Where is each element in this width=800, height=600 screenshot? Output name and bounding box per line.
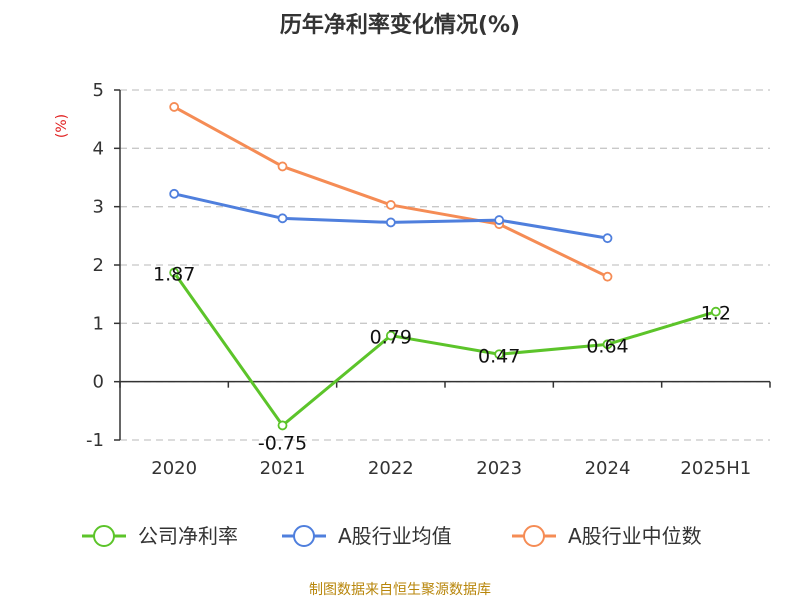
data-label-2023: 0.47 [478, 345, 520, 367]
data-point-s2-2021[interactable] [277, 161, 288, 172]
legend-marker-icon [93, 525, 115, 547]
series-layer [169, 102, 721, 431]
chart-title: 历年净利率变化情况(%) [280, 12, 520, 38]
data-point-s1-2023[interactable] [494, 215, 505, 225]
legend[interactable]: 公司净利率 A股行业均值 A股行业中位数 [82, 524, 702, 548]
data-point-s1-2020[interactable] [169, 188, 180, 199]
legend-item-2[interactable]: A股行业中位数 [512, 524, 702, 548]
data-point-s0-2021[interactable] [277, 420, 288, 431]
legend-marker-icon [293, 525, 315, 547]
legend-label: A股行业中位数 [568, 524, 702, 548]
legend-item-0[interactable]: 公司净利率 [82, 524, 238, 548]
data-point-s0-2025H1[interactable] [710, 306, 721, 317]
y-tick-label: 3 [93, 197, 104, 218]
data-point-s2-2020[interactable] [169, 102, 180, 112]
data-point-s2-2024[interactable] [602, 271, 613, 282]
y-tick-label: -1 [86, 430, 104, 451]
legend-label: 公司净利率 [138, 524, 238, 548]
x-tick-label-2025H1: 2025H1 [680, 458, 751, 479]
legend-label: A股行业均值 [338, 524, 452, 548]
x-tick-label-2022: 2022 [368, 458, 414, 479]
data-point-s1-2024[interactable] [602, 233, 613, 244]
data-point-s1-2022[interactable] [385, 217, 396, 228]
data-point-s0-2024[interactable] [602, 339, 613, 350]
x-tick-label-2024: 2024 [585, 458, 631, 479]
data-point-s2-2022[interactable] [385, 200, 396, 210]
data-point-s0-2023[interactable] [494, 349, 505, 360]
x-tick-label-2023: 2023 [476, 458, 522, 479]
axes [114, 89, 771, 441]
data-label-2020: 1.87 [153, 264, 195, 286]
y-tick-labels: -1 0 1 2 3 4 5 [86, 80, 104, 451]
x-tick-label-2021: 2021 [260, 458, 306, 479]
data-point-s0-2020[interactable] [169, 267, 180, 278]
y-axis-unit-label: (%) [54, 114, 70, 138]
y-tick-label: 5 [93, 80, 104, 101]
data-label-2022: 0.79 [370, 327, 412, 349]
x-tick-label-2020: 2020 [151, 458, 197, 479]
data-label-2024: 0.64 [586, 335, 628, 357]
data-source-note: 制图数据来自恒生聚源数据库 [309, 582, 491, 598]
data-labels: 1.87 -0.75 0.79 0.47 0.64 1.2 [153, 264, 731, 455]
y-tick-label: 0 [93, 372, 104, 393]
series-line-0 [172, 271, 717, 427]
legend-item-1[interactable]: A股行业均值 [282, 524, 452, 548]
y-tick-label: 2 [93, 255, 104, 276]
series-line-2 [173, 105, 609, 279]
data-point-s0-2022[interactable] [385, 330, 396, 341]
y-tick-label: 1 [93, 313, 104, 334]
legend-marker-icon [523, 525, 545, 547]
data-label-2021: -0.75 [258, 432, 307, 454]
x-tick-labels: 2020 2021 2022 2023 2024 2025H1 [151, 458, 751, 479]
y-tick-label: 4 [93, 138, 104, 159]
data-point-s1-2021[interactable] [277, 213, 288, 224]
data-label-2025H1: 1.2 [701, 303, 731, 325]
